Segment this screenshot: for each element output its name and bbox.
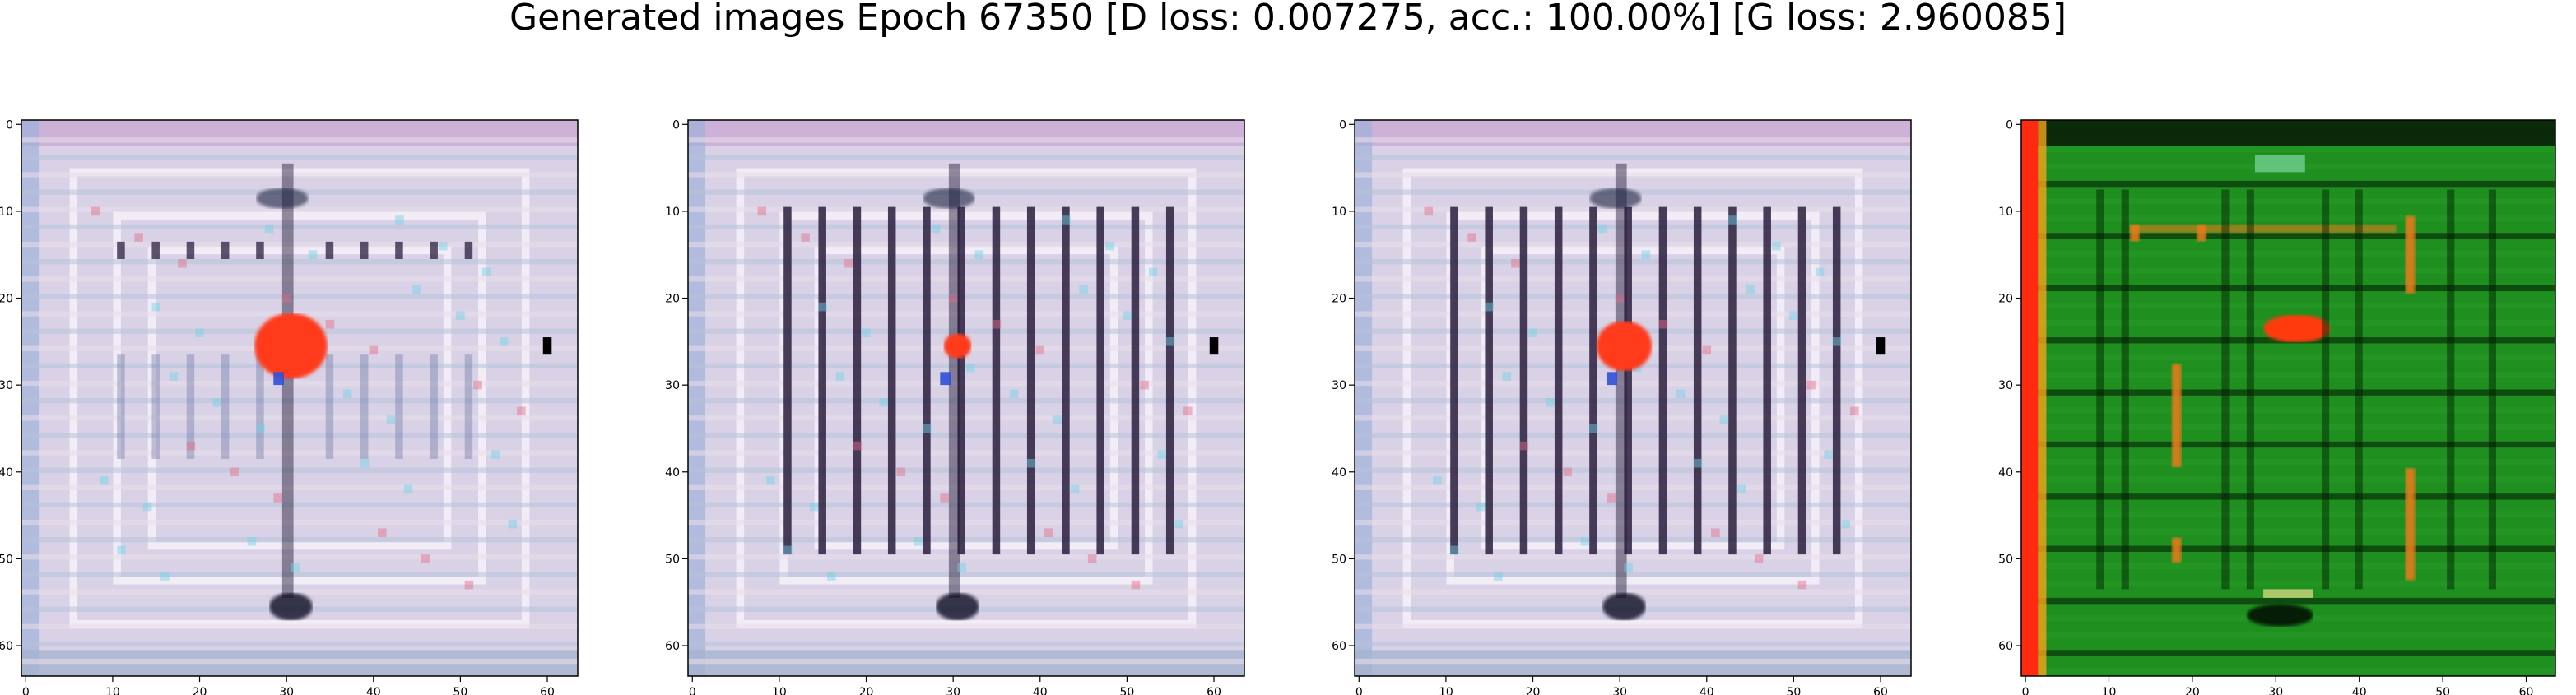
generated-image-2: 0 10 20 30 40 50 60 0 10 20 30 40 50 60 <box>665 118 1245 695</box>
y-tick-label: 30 <box>665 379 680 392</box>
red-blob <box>254 313 328 379</box>
y-tick-label: 30 <box>0 379 13 392</box>
y-tick-label: 20 <box>1998 293 2013 306</box>
generated-image-4: 0 10 20 30 40 50 60 0 10 20 30 40 50 60 <box>1998 118 2556 695</box>
x-tick-label: 10 <box>772 686 787 695</box>
x-tick-label: 30 <box>946 686 960 695</box>
y-tick-label: 10 <box>1332 206 1346 219</box>
x-tick-label: 40 <box>366 686 381 695</box>
axes-frame <box>21 119 579 677</box>
x-tick-label: 0 <box>22 686 30 695</box>
x-tick-label: 30 <box>1612 686 1627 695</box>
image-pixels <box>21 120 578 676</box>
y-tick-label: 60 <box>1332 640 1346 653</box>
y-tick-label: 0 <box>1339 118 1346 132</box>
y-tick-label: 50 <box>0 553 13 566</box>
y-tick-label: 30 <box>1332 379 1346 392</box>
x-tick-label: 30 <box>2268 686 2283 695</box>
y-tick-label: 20 <box>1332 293 1346 306</box>
image-pixels <box>688 120 1244 676</box>
y-tick-label: 60 <box>665 640 680 653</box>
y-tick-label: 0 <box>672 118 680 132</box>
x-tick-label: 50 <box>453 686 467 695</box>
x-tick-label: 40 <box>1033 686 1048 695</box>
x-tick-label: 60 <box>1873 686 1888 695</box>
axes-frame <box>687 119 1245 677</box>
y-tick-label: 40 <box>1332 466 1346 480</box>
generated-image-3: 0 10 20 30 40 50 60 0 10 20 30 40 50 60 <box>1332 118 1912 695</box>
x-tick-label: 20 <box>859 686 874 695</box>
x-tick-label: 20 <box>193 686 207 695</box>
x-tick-label: 0 <box>689 686 696 695</box>
y-tick-label: 20 <box>665 293 680 306</box>
y-tick-label: 50 <box>1332 553 1346 566</box>
x-tick-label: 0 <box>2022 686 2030 695</box>
y-tick-label: 10 <box>0 206 13 219</box>
y-tick-label: 10 <box>665 206 680 219</box>
axes-frame <box>2020 119 2556 677</box>
x-tick-label: 20 <box>2185 686 2200 695</box>
y-tick-label: 40 <box>1998 466 2013 480</box>
x-tick-label: 60 <box>1207 686 1221 695</box>
y-tick-label: 60 <box>1998 640 2013 653</box>
x-tick-label: 20 <box>1526 686 1541 695</box>
y-tick-label: 50 <box>1998 553 2013 566</box>
axes-frame <box>1354 119 1912 677</box>
x-tick-label: 60 <box>2519 686 2534 695</box>
x-tick-label: 50 <box>1119 686 1134 695</box>
generated-image-1: 0 10 20 30 40 50 60 0 10 20 30 40 50 60 <box>0 118 579 695</box>
y-tick-label: 10 <box>1998 206 2013 219</box>
y-tick-label: 20 <box>0 293 13 306</box>
x-tick-label: 40 <box>1700 686 1714 695</box>
y-tick-label: 0 <box>2006 118 2013 132</box>
y-tick-label: 40 <box>0 466 13 480</box>
red-blob <box>1596 321 1653 372</box>
x-tick-label: 50 <box>1786 686 1801 695</box>
x-tick-label: 60 <box>540 686 555 695</box>
image-pixels <box>1355 120 1911 676</box>
x-tick-label: 30 <box>279 686 294 695</box>
y-tick-label: 50 <box>665 553 680 566</box>
y-tick-label: 60 <box>0 640 13 653</box>
red-blob <box>943 333 972 359</box>
x-tick-label: 0 <box>1355 686 1363 695</box>
y-tick-label: 40 <box>665 466 680 480</box>
y-tick-label: 0 <box>6 118 13 132</box>
x-tick-label: 10 <box>105 686 120 695</box>
x-tick-label: 10 <box>1439 686 1453 695</box>
figure-title: Generated images Epoch 67350 [D loss: 0.… <box>509 0 2067 39</box>
image-pixels <box>2021 120 2555 676</box>
y-tick-label: 30 <box>1998 379 2013 392</box>
x-tick-label: 50 <box>2435 686 2450 695</box>
x-tick-label: 10 <box>2102 686 2117 695</box>
x-tick-label: 40 <box>2352 686 2367 695</box>
